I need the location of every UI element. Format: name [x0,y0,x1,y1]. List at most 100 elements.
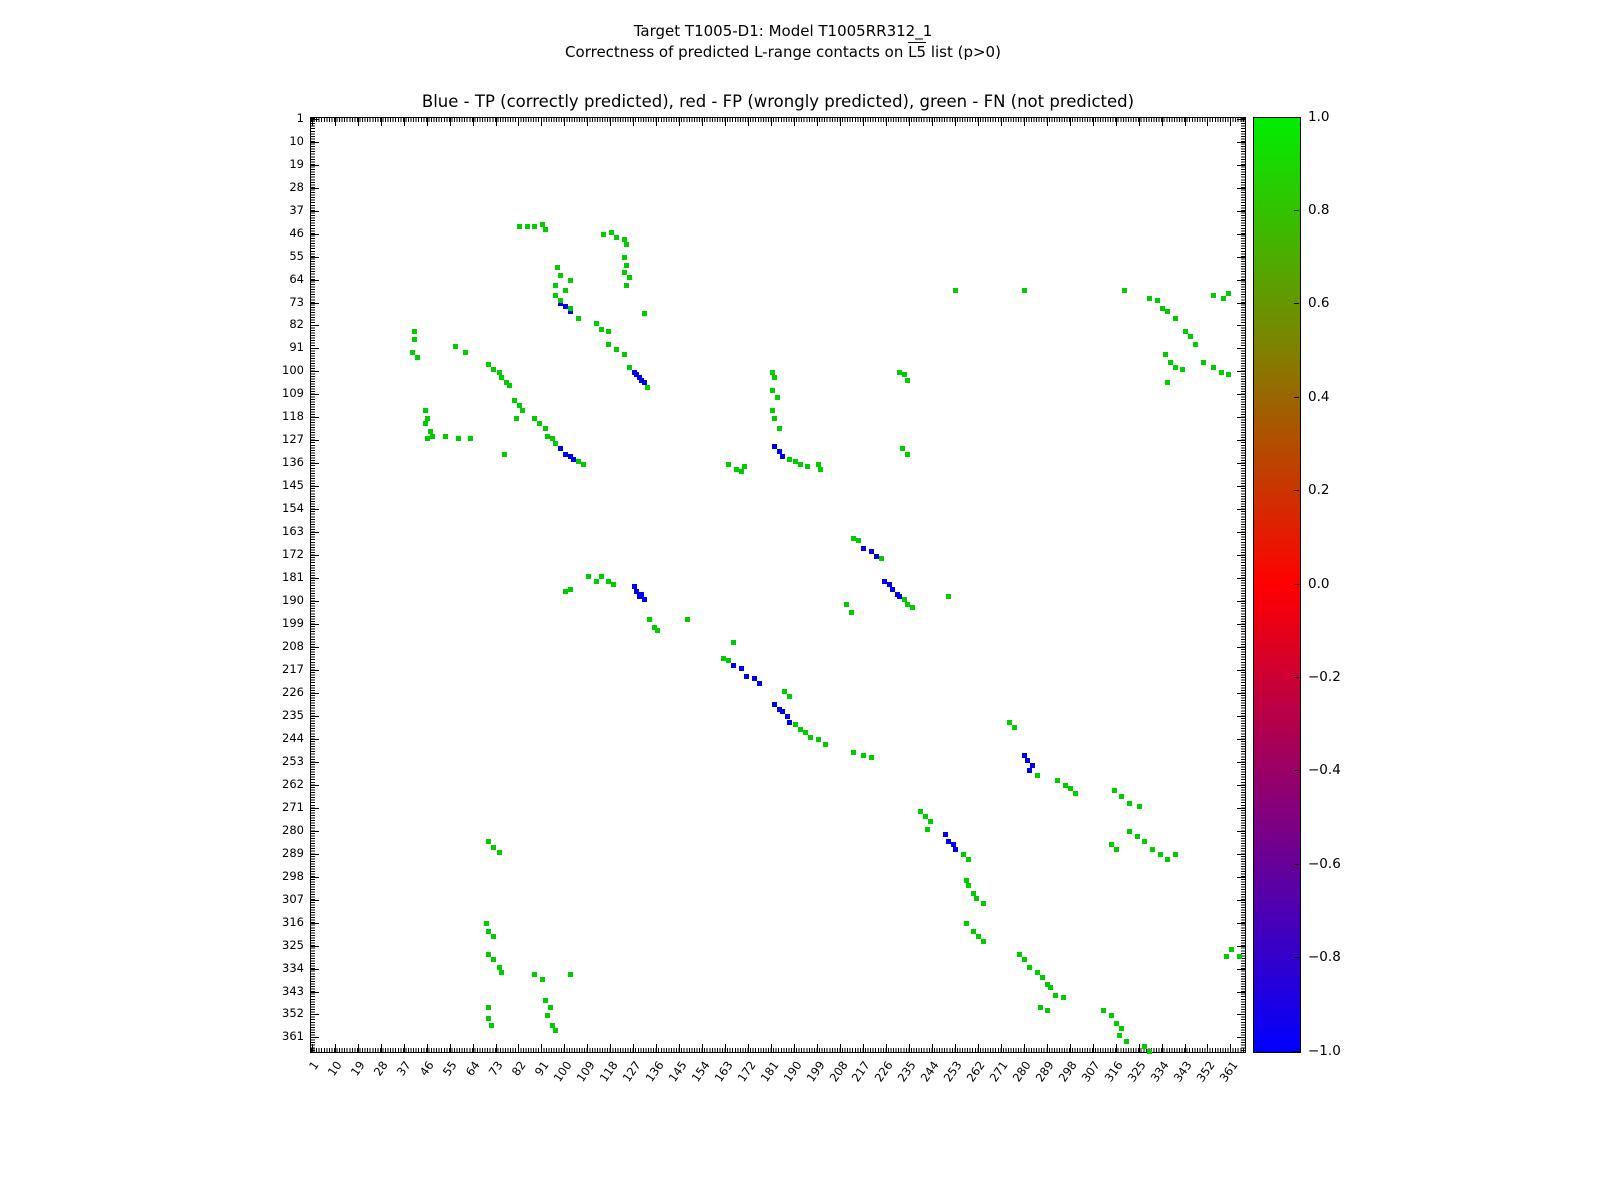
scatter-point [545,1012,551,1018]
scatter-point [971,890,977,896]
scatter-point [1172,364,1178,370]
colorbar-tick-label: −0.2 [1308,668,1341,685]
major-tick [357,1044,359,1052]
scatter-point [568,306,574,312]
major-tick [334,1044,336,1052]
colorbar-tick-label: 0.6 [1308,295,1330,312]
major-tick [1230,1044,1232,1052]
major-tick [1115,1044,1117,1052]
scatter-point [953,847,959,853]
scatter-point [1035,773,1041,779]
major-tick [311,1014,319,1016]
scatter-point [797,461,803,467]
scatter-point [751,676,757,682]
scatter-point [897,594,903,600]
scatter-point [550,436,556,442]
y-tick-label: 64 [289,271,304,286]
major-tick [1000,118,1002,126]
major-tick [311,325,319,327]
scatter-point [1183,329,1189,335]
major-tick [1161,1044,1163,1052]
major-tick [311,647,319,649]
scatter-point [506,382,512,388]
scatter-point [514,415,520,421]
scatter-point [568,308,574,314]
scatter-point [1063,783,1069,789]
y-tick-label: 307 [282,891,304,906]
major-tick [1230,118,1232,126]
major-tick [1237,601,1245,603]
scatter-point [647,617,653,623]
major-tick [311,348,319,350]
scatter-point [598,574,604,580]
scatter-point [539,977,545,983]
y-tick-label: 253 [282,753,304,768]
scatter-point [552,1028,558,1034]
scatter-point [815,737,821,743]
scatter-point [902,372,908,378]
colorbar-tick [1294,770,1299,772]
scatter-point [769,408,775,414]
scatter-point [636,594,642,600]
scatter-point [409,349,415,355]
scatter-point [593,321,599,327]
major-tick [357,118,359,126]
y-tick-label: 91 [289,340,304,355]
colorbar-tick-label: −0.8 [1308,949,1341,966]
y-tick-label: 226 [282,684,304,699]
major-tick [1237,853,1245,855]
scatter-point [1218,369,1224,375]
major-tick [380,1044,382,1052]
scatter-point [1114,1020,1120,1026]
major-tick [311,853,319,855]
major-tick [908,118,910,126]
scatter-point [519,408,525,414]
scatter-point [562,288,568,294]
y-tick-label: 118 [282,409,304,424]
scatter-point [580,461,586,467]
scatter-point [894,591,900,597]
scatter-point [570,456,576,462]
y-tick-label: 37 [289,202,304,217]
major-tick [311,578,319,580]
scatter-point [1017,951,1023,957]
figure-title-line2-prefix: Correctness of predicted L-range contact… [565,43,909,61]
major-tick [311,1037,319,1039]
y-tick-label: 199 [282,616,304,631]
scatter-point [805,464,811,470]
scatter-point [496,369,502,375]
scatter-point [772,701,778,707]
colorbar-tick [1294,1050,1299,1052]
major-tick [311,991,319,993]
scatter-point [777,449,783,455]
scatter-point [486,839,492,845]
scatter-point [552,441,558,447]
scatter-point [621,352,627,358]
y-tick-label: 28 [289,179,304,194]
scatter-point [1226,290,1232,296]
major-tick [794,118,796,126]
major-tick [633,118,635,126]
scatter-point [881,579,887,585]
scatter-point [726,658,732,664]
scatter-point [483,921,489,927]
major-tick [311,692,319,694]
scatter-point [966,882,972,888]
y-tick-label: 190 [282,593,304,608]
major-tick [610,1044,612,1052]
scatter-point [917,808,923,814]
scatter-point [1221,295,1227,301]
plot-area [310,117,1246,1054]
colorbar [1253,117,1301,1053]
major-tick [931,1044,933,1052]
major-tick [1237,692,1245,694]
scatter-point [1165,308,1171,314]
scatter-point [624,242,630,248]
major-tick [794,1044,796,1052]
major-tick [449,1044,451,1052]
scatter-point [631,584,637,590]
scatter-point [879,556,885,562]
major-tick [1138,1044,1140,1052]
scatter-point [425,436,431,442]
major-tick [311,210,319,212]
